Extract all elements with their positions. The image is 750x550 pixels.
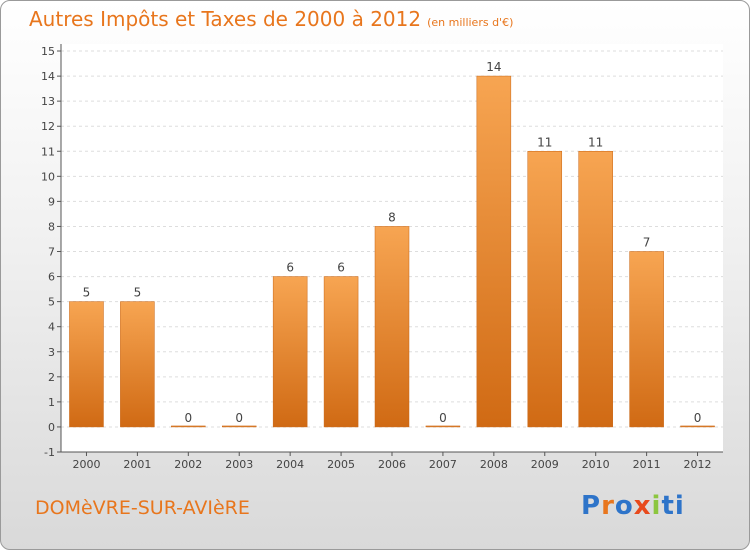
logo-letter: i bbox=[651, 491, 662, 521]
x-tick-label: 2006 bbox=[378, 458, 406, 471]
logo-letter: r bbox=[601, 491, 615, 521]
chart-title-text: Autres Impôts et Taxes de 2000 à 2012 bbox=[29, 7, 422, 31]
x-tick-label: 2000 bbox=[72, 458, 100, 471]
y-tick-label: 10 bbox=[41, 170, 55, 183]
bar-value-label: 5 bbox=[134, 286, 142, 300]
x-tick-label: 2010 bbox=[582, 458, 610, 471]
bar bbox=[476, 75, 512, 428]
bar-value-label: 8 bbox=[388, 210, 396, 224]
y-tick-label: 13 bbox=[41, 95, 55, 108]
bar-value-label: 0 bbox=[184, 411, 192, 425]
bar-value-label: 6 bbox=[286, 261, 294, 275]
y-tick-label: -1 bbox=[44, 446, 55, 459]
bar bbox=[69, 301, 104, 428]
y-tick-label: 4 bbox=[48, 321, 55, 334]
x-tick-label: 2011 bbox=[633, 458, 661, 471]
y-tick-label: 2 bbox=[48, 371, 55, 384]
y-tick-label: 7 bbox=[48, 246, 55, 259]
x-tick-label: 2008 bbox=[480, 458, 508, 471]
y-tick-label: 15 bbox=[41, 45, 55, 58]
bar-value-label: 11 bbox=[588, 135, 603, 149]
x-tick-label: 2007 bbox=[429, 458, 457, 471]
logo-letter: x bbox=[633, 491, 652, 521]
y-tick-label: 9 bbox=[48, 195, 55, 208]
bar-value-label: 0 bbox=[694, 411, 702, 425]
y-tick-label: 3 bbox=[48, 346, 55, 359]
bar-value-label: 7 bbox=[643, 236, 651, 250]
chart-title: Autres Impôts et Taxes de 2000 à 2012 (en… bbox=[29, 7, 513, 31]
y-tick-label: 5 bbox=[48, 296, 55, 309]
y-tick-label: 11 bbox=[41, 145, 55, 158]
bar bbox=[578, 151, 613, 428]
bar-value-label: 0 bbox=[235, 411, 243, 425]
bar bbox=[120, 301, 155, 428]
bar bbox=[221, 425, 257, 428]
x-tick-label: 2003 bbox=[225, 458, 253, 471]
y-tick-label: 14 bbox=[41, 70, 55, 83]
x-tick-label: 2009 bbox=[531, 458, 559, 471]
y-tick-label: 12 bbox=[41, 120, 55, 133]
y-tick-label: 6 bbox=[48, 271, 55, 284]
x-tick-label: 2005 bbox=[327, 458, 355, 471]
y-tick-label: 1 bbox=[48, 396, 55, 409]
logo-letter: P bbox=[581, 491, 602, 521]
x-tick-label: 2004 bbox=[276, 458, 304, 471]
bar bbox=[425, 425, 461, 428]
proxiti-logo: Proxiti bbox=[581, 491, 685, 521]
bar-value-label: 0 bbox=[439, 411, 447, 425]
commune-name: DOMèVRE-SUR-AVIèRE bbox=[35, 497, 250, 519]
bar bbox=[272, 276, 308, 428]
x-tick-label: 2002 bbox=[174, 458, 202, 471]
x-tick-label: 2001 bbox=[123, 458, 151, 471]
bar bbox=[171, 425, 206, 428]
bar-value-label: 6 bbox=[337, 261, 345, 275]
bar bbox=[323, 276, 359, 428]
y-tick-label: 8 bbox=[48, 220, 55, 233]
bar bbox=[629, 251, 664, 428]
logo-letter: ti bbox=[661, 491, 685, 521]
logo-letter: o bbox=[614, 491, 634, 521]
x-tick-label: 2012 bbox=[684, 458, 712, 471]
bar bbox=[374, 226, 410, 428]
bar-value-label: 5 bbox=[83, 286, 91, 300]
bar bbox=[527, 151, 563, 428]
bar-value-label: 14 bbox=[486, 60, 501, 74]
y-tick-label: 0 bbox=[48, 421, 55, 434]
chart-unit: (en milliers d'€) bbox=[427, 16, 514, 29]
bar bbox=[680, 425, 715, 428]
bar-value-label: 11 bbox=[537, 135, 552, 149]
